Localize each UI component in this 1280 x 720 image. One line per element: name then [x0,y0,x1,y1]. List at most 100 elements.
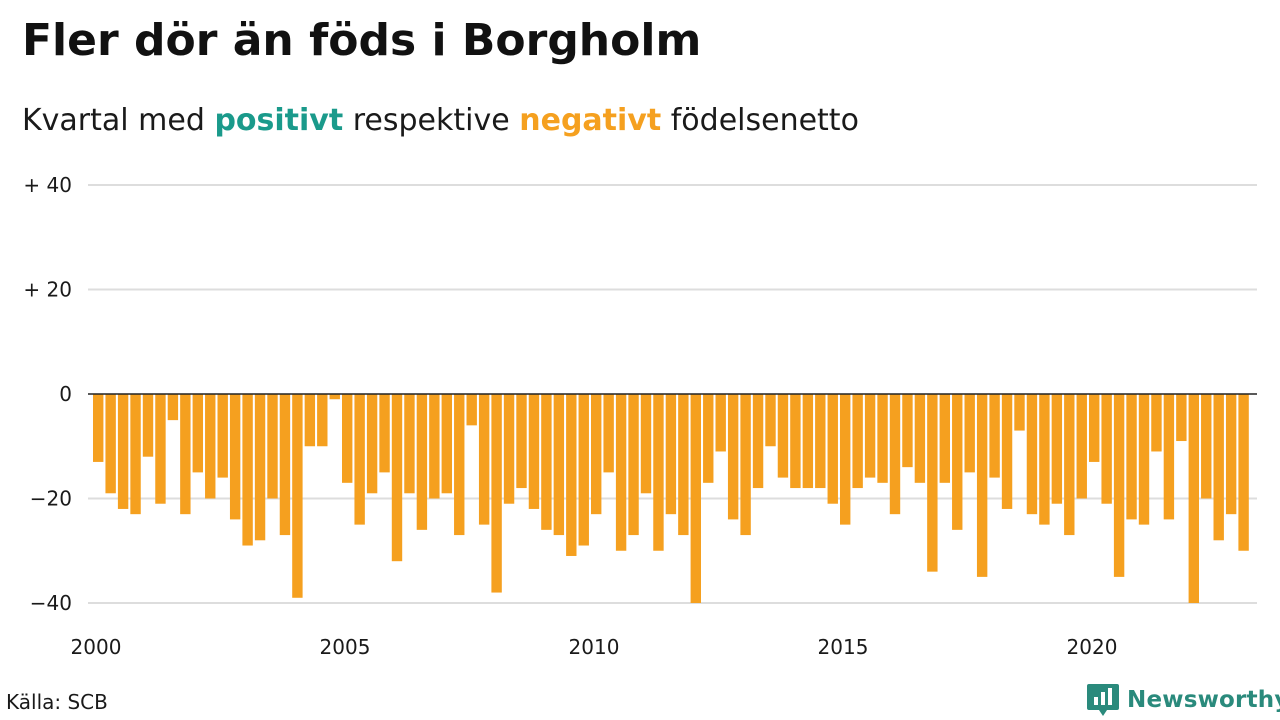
bar [1089,394,1100,462]
bar [130,394,141,515]
bar-chart-speech-bubble-icon [1087,684,1119,716]
y-tick-label: −20 [30,487,72,511]
bar [727,394,739,520]
bar [1014,394,1025,431]
bar [354,394,365,525]
bar [242,394,253,546]
y-tick-label: + 40 [23,173,72,197]
bar [914,394,926,483]
bar [989,394,1000,478]
bar [840,394,851,525]
bar [155,394,166,504]
y-tick-label: + 20 [23,278,72,302]
bar [765,394,776,447]
bar [939,394,950,483]
bar [1163,394,1175,520]
bar [254,394,266,541]
bar [1051,394,1063,504]
bar [653,394,664,551]
bar [1188,394,1199,603]
bar [1113,394,1125,577]
bar [142,394,154,457]
bar [1176,394,1187,442]
bar [217,394,228,478]
x-tick-label: 2020 [1067,635,1118,659]
bar [167,394,179,421]
bar [740,394,751,536]
bar [292,394,303,598]
bar [1101,394,1112,504]
chart-subtitle: Kvartal med positivt respektive negativt… [22,100,859,142]
bar [902,394,913,468]
bar [628,394,639,536]
bar [416,394,428,530]
bar [802,394,814,489]
bar [877,394,888,483]
bar [827,394,838,504]
bar [441,394,452,494]
bar [790,394,801,489]
bar [665,394,677,515]
bar [478,394,490,525]
bar [1064,394,1075,536]
bar [366,394,378,494]
bar [342,394,353,483]
bar [93,394,104,462]
bar [1213,394,1224,541]
bar [1126,394,1137,520]
subtitle-middle: respektive [352,103,510,138]
bar [591,394,602,515]
y-tick-label: 0 [59,382,72,406]
bar [1026,394,1038,515]
bar [1039,394,1050,525]
x-tick-label: 2000 [71,635,122,659]
source-note: Källa: SCB [6,690,108,714]
bar [105,394,116,494]
bar [678,394,689,536]
x-tick-label: 2005 [320,635,371,659]
bar [491,394,502,593]
x-tick-label: 2010 [569,635,620,659]
bar [541,394,552,530]
subtitle-suffix: födelsenetto [670,103,859,138]
bar [553,394,565,536]
bar [752,394,764,489]
bar [976,394,988,577]
bar [429,394,440,499]
bar [927,394,938,572]
bar [117,394,129,509]
bar [379,394,390,473]
y-tick-label: −40 [30,591,72,615]
bar [852,394,863,489]
bar [640,394,652,494]
bar [1138,394,1150,525]
bar [304,394,316,447]
bar [815,394,826,489]
subtitle-negative-word: negativt [519,103,662,138]
bar [566,394,577,556]
bar [267,394,278,499]
bar [690,394,701,603]
bar [889,394,901,515]
bar [1225,394,1237,515]
bar [1001,394,1013,509]
bars [93,394,1249,603]
bar [1151,394,1162,452]
bar [205,394,216,499]
bar [229,394,241,520]
subtitle-prefix: Kvartal med [22,103,205,138]
bar [503,394,515,504]
bar [615,394,627,551]
bar [192,394,203,473]
bar [279,394,291,536]
bar [404,394,415,494]
bar [964,394,975,473]
chart-title: Fler dör än föds i Borgholm [22,15,702,66]
bar [952,394,963,530]
bar [180,394,191,515]
bar [578,394,589,546]
brand-name: Newsworthy [1127,687,1280,713]
bar [391,394,403,562]
bar [715,394,726,452]
